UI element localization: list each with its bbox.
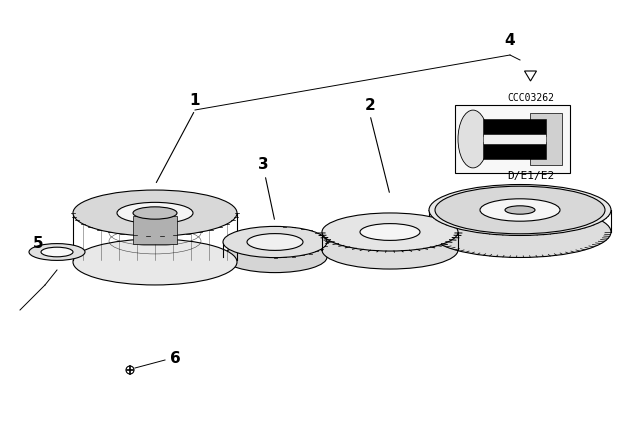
Text: 4: 4 xyxy=(505,33,515,48)
Ellipse shape xyxy=(429,185,611,236)
Text: 5: 5 xyxy=(33,236,44,250)
Ellipse shape xyxy=(73,190,237,236)
Bar xyxy=(483,134,547,144)
Text: 1: 1 xyxy=(189,93,200,108)
Ellipse shape xyxy=(41,247,73,257)
Ellipse shape xyxy=(73,239,237,285)
Ellipse shape xyxy=(480,199,560,221)
Bar xyxy=(133,216,177,244)
Ellipse shape xyxy=(435,186,605,234)
Text: CCC03262: CCC03262 xyxy=(507,93,554,103)
Text: 2: 2 xyxy=(365,98,376,113)
Ellipse shape xyxy=(360,224,420,241)
Ellipse shape xyxy=(322,231,458,269)
Ellipse shape xyxy=(223,226,327,258)
Ellipse shape xyxy=(223,241,327,272)
Text: 6: 6 xyxy=(170,350,180,366)
Text: D/E1/E2: D/E1/E2 xyxy=(507,171,554,181)
Ellipse shape xyxy=(133,207,177,219)
Bar xyxy=(483,119,547,136)
Ellipse shape xyxy=(322,213,458,251)
Ellipse shape xyxy=(505,206,535,214)
Ellipse shape xyxy=(429,207,611,258)
Bar xyxy=(483,142,547,159)
FancyBboxPatch shape xyxy=(455,105,570,173)
Bar xyxy=(530,113,562,165)
Text: 3: 3 xyxy=(258,157,268,172)
Ellipse shape xyxy=(29,244,85,260)
Ellipse shape xyxy=(458,110,488,168)
Ellipse shape xyxy=(247,233,303,250)
Ellipse shape xyxy=(117,202,193,224)
